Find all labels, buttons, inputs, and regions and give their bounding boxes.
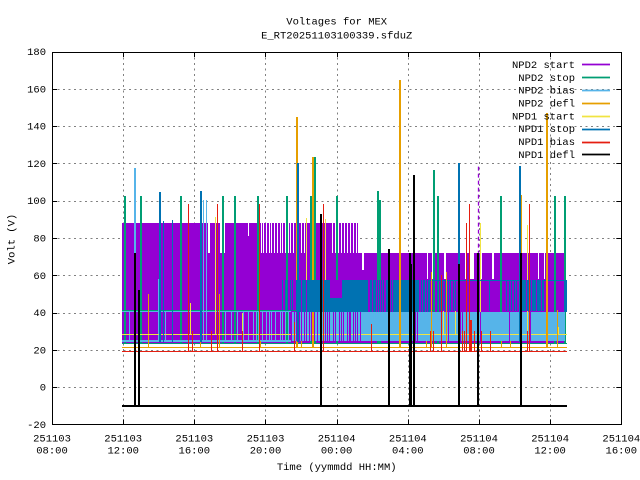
svg-text:NPD1 start: NPD1 start xyxy=(512,111,575,123)
svg-text:251103: 251103 xyxy=(175,434,213,446)
svg-text:20:00: 20:00 xyxy=(250,446,282,458)
svg-text:16:00: 16:00 xyxy=(606,446,638,458)
svg-text:12:00: 12:00 xyxy=(534,446,566,458)
svg-text:251103: 251103 xyxy=(33,434,71,446)
svg-text:80: 80 xyxy=(33,234,46,246)
svg-text:16:00: 16:00 xyxy=(179,446,211,458)
svg-text:NPD2 bias: NPD2 bias xyxy=(518,86,575,98)
svg-text:20: 20 xyxy=(33,345,46,357)
svg-text:180: 180 xyxy=(27,47,46,59)
svg-text:100: 100 xyxy=(27,196,46,208)
svg-text:08:00: 08:00 xyxy=(463,446,495,458)
svg-text:Time (yymmdd HH:MM): Time (yymmdd HH:MM) xyxy=(277,462,397,474)
svg-text:Voltages for MEX: Voltages for MEX xyxy=(286,17,388,29)
svg-text:251104: 251104 xyxy=(531,434,569,446)
svg-text:40: 40 xyxy=(33,308,46,320)
svg-text:140: 140 xyxy=(27,122,46,134)
svg-text:60: 60 xyxy=(33,271,46,283)
svg-text:NPD2 start: NPD2 start xyxy=(512,60,575,72)
svg-text:251104: 251104 xyxy=(389,434,427,446)
svg-text:E_RT20251103100339.sfduZ: E_RT20251103100339.sfduZ xyxy=(261,31,412,43)
svg-text:NPD1 bias: NPD1 bias xyxy=(518,137,575,149)
svg-text:0: 0 xyxy=(40,383,46,395)
svg-text:251104: 251104 xyxy=(460,434,498,446)
svg-text:Volt (V): Volt (V) xyxy=(7,214,19,264)
svg-text:NPD1 stop: NPD1 stop xyxy=(518,124,575,136)
svg-text:00:00: 00:00 xyxy=(321,446,353,458)
svg-text:251104: 251104 xyxy=(318,434,356,446)
svg-text:120: 120 xyxy=(27,159,46,171)
svg-text:08:00: 08:00 xyxy=(36,446,68,458)
svg-text:251103: 251103 xyxy=(104,434,142,446)
svg-text:04:00: 04:00 xyxy=(392,446,424,458)
svg-text:NPD2 stop: NPD2 stop xyxy=(518,73,575,85)
svg-text:251103: 251103 xyxy=(247,434,285,446)
svg-text:251104: 251104 xyxy=(602,434,640,446)
svg-text:12:00: 12:00 xyxy=(107,446,139,458)
svg-text:160: 160 xyxy=(27,84,46,96)
svg-text:NPD1 defl: NPD1 defl xyxy=(518,150,575,162)
svg-text:NPD2 defl: NPD2 defl xyxy=(518,99,575,111)
svg-text:-20: -20 xyxy=(27,420,46,432)
